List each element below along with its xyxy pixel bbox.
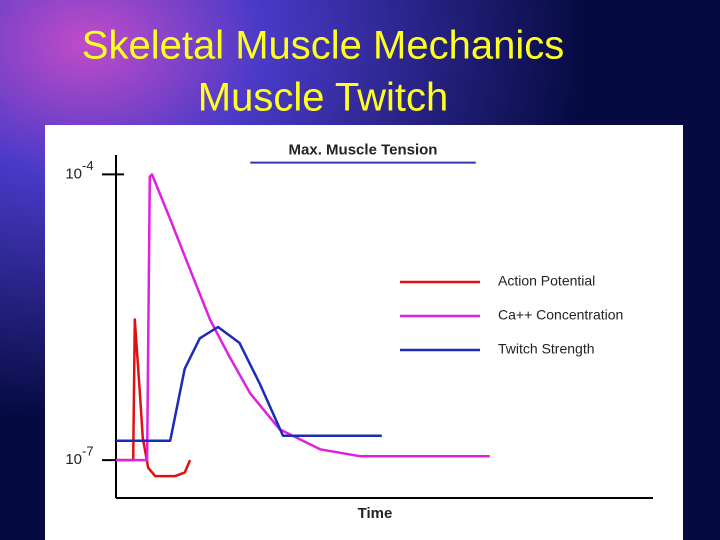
legend-label: Twitch Strength	[498, 341, 595, 357]
series-line	[116, 173, 490, 462]
x-axis-label: Time	[358, 505, 393, 522]
series-line	[116, 325, 382, 442]
reference-label: Max. Muscle Tension	[289, 142, 438, 159]
series-line	[116, 318, 192, 478]
y-tick-exponent: -4	[82, 158, 94, 173]
slide-subtitle: Muscle Twitch	[198, 76, 448, 120]
slide-title: Skeletal Muscle Mechanics	[82, 24, 564, 68]
legend-label: Action Potential	[498, 273, 595, 289]
chart-panel	[45, 125, 683, 540]
y-tick-label: 10	[65, 451, 82, 468]
legend-label: Ca++ Concentration	[498, 307, 623, 323]
y-tick-label: 10	[65, 165, 82, 182]
y-tick-exponent: -7	[82, 444, 94, 459]
